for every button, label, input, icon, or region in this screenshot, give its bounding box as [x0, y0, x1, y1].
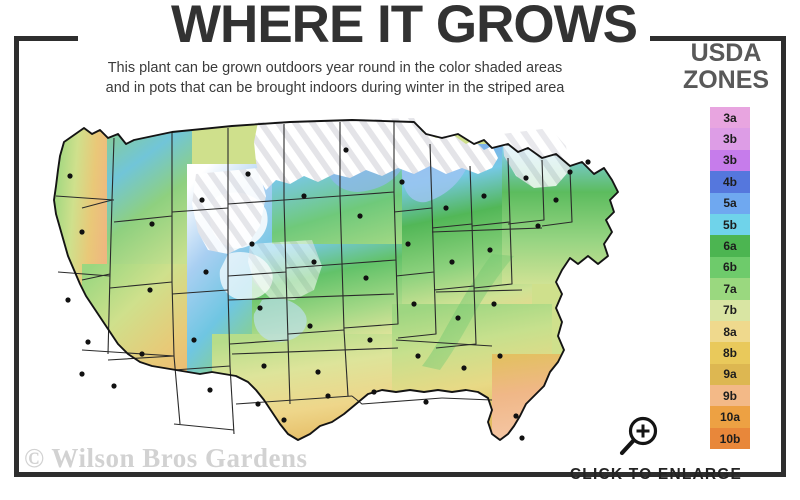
zone-swatch-label: 7b	[722, 303, 737, 318]
zone-swatch-9a-12: 9a	[710, 363, 750, 386]
country-outline	[53, 119, 619, 441]
zone-swatch-7a-8: 7a	[710, 278, 750, 300]
usda-heading-line-2: ZONES	[682, 66, 770, 94]
city-dots	[65, 147, 591, 441]
zone-swatch-label: 9a	[723, 367, 737, 382]
usda-zone-legend: 3a 3b 3b 4b 5a 5b 6a 6b 7a 7b 8a 8b 9a 9b 10a 10b	[710, 107, 750, 450]
magnifier-plus-icon[interactable]	[617, 415, 661, 459]
zone-swatch-9b-13: 9b	[710, 385, 750, 407]
frame-bottom-segment	[14, 472, 786, 477]
frame-right-segment	[781, 36, 786, 477]
zone-swatch-3a-0: 3a	[710, 107, 750, 129]
zone-swatch-3b-2: 3b	[710, 149, 750, 172]
subtitle-text: This plant can be grown outdoors year ro…	[30, 58, 640, 98]
click-to-enlarge-label[interactable]: CLICK TO ENLARGE	[569, 466, 743, 483]
us-map-svg	[53, 118, 619, 441]
zone-swatch-label: 8a	[723, 324, 737, 339]
state-borders	[55, 122, 573, 435]
subtitle-line-1: This plant can be grown outdoors year ro…	[107, 60, 563, 76]
frame-top-left-segment	[14, 36, 78, 41]
subtitle-line-2: and in pots that can be brought indoors …	[105, 80, 565, 96]
zone-swatch-label: 3b	[722, 153, 737, 168]
zone-swatch-4b-3: 4b	[710, 171, 750, 193]
zone-swatch-label: 3b	[722, 132, 737, 147]
usda-zones-heading: USDA ZONES	[665, 40, 787, 94]
zone-swatch-5a-4: 5a	[710, 192, 750, 214]
zone-swatch-label: 10b	[719, 431, 741, 446]
striped-indoor-region	[192, 118, 570, 300]
zone-swatch-label: 9b	[722, 388, 737, 403]
zone-swatch-label: 6b	[722, 260, 737, 275]
zone-swatch-8b-11: 8b	[710, 342, 750, 364]
zone-swatch-6b-7: 6b	[710, 256, 750, 279]
hardiness-zone-map[interactable]	[22, 104, 662, 464]
zone-swatch-5b-5: 5b	[710, 213, 750, 236]
magnifier-plus-glyph	[619, 416, 658, 456]
page-title: WHERE IT GROWS	[171, 0, 638, 54]
zone-swatch-label: 8b	[722, 345, 737, 360]
zone-swatch-label: 4b	[722, 174, 737, 189]
zone-swatch-10b-15: 10b	[710, 427, 750, 450]
frame-top-right-segment	[650, 36, 786, 41]
zone-swatch-6a-6: 6a	[710, 235, 750, 257]
zone-swatch-3b-1: 3b	[710, 128, 750, 150]
zone-swatch-10a-14: 10a	[710, 406, 750, 428]
zone-swatch-label: 3a	[723, 110, 737, 125]
zone-swatch-label: 7a	[723, 281, 737, 296]
frame-left-segment	[14, 36, 19, 477]
zone-swatch-label: 5a	[723, 196, 737, 211]
watermark: © Wilson Bros Gardens	[24, 443, 308, 473]
zone-swatch-8a-10: 8a	[710, 320, 750, 343]
zone-swatch-label: 5b	[722, 217, 737, 232]
zone-swatch-label: 10a	[719, 410, 741, 425]
usda-heading-line-1: USDA	[690, 39, 762, 67]
zone-swatch-7b-9: 7b	[710, 299, 750, 321]
zone-swatch-label: 6a	[723, 239, 737, 254]
